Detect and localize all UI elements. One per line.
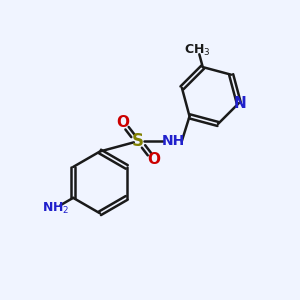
Text: S: S xyxy=(132,132,144,150)
Text: O: O xyxy=(116,116,129,130)
Text: CH$_3$: CH$_3$ xyxy=(184,43,211,58)
Text: N: N xyxy=(234,96,247,111)
Text: O: O xyxy=(147,152,160,167)
Text: NH: NH xyxy=(162,134,185,148)
Text: NH$_2$: NH$_2$ xyxy=(42,201,69,216)
